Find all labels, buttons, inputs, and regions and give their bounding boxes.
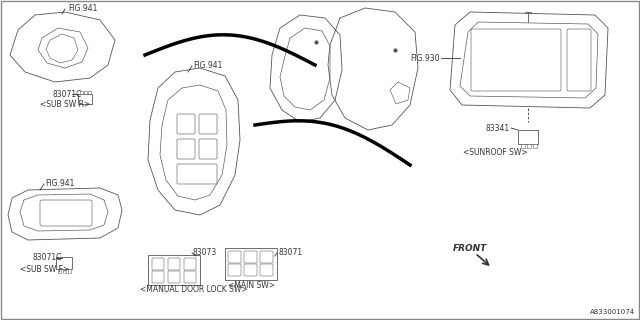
FancyBboxPatch shape <box>184 258 196 270</box>
FancyBboxPatch shape <box>56 257 72 269</box>
FancyBboxPatch shape <box>177 164 217 184</box>
FancyBboxPatch shape <box>199 114 217 134</box>
FancyBboxPatch shape <box>177 139 195 159</box>
Text: FIG.941: FIG.941 <box>193 60 222 69</box>
FancyBboxPatch shape <box>78 94 92 104</box>
FancyBboxPatch shape <box>228 264 241 276</box>
FancyBboxPatch shape <box>228 251 241 263</box>
Bar <box>88 91 91 94</box>
Bar <box>68 269 71 273</box>
Bar <box>148 255 200 285</box>
Bar <box>63 269 66 273</box>
Bar <box>84 91 87 94</box>
FancyBboxPatch shape <box>260 264 273 276</box>
Text: <MAIN SW>: <MAIN SW> <box>228 281 275 290</box>
Text: 83071C: 83071C <box>32 253 61 262</box>
FancyBboxPatch shape <box>168 258 180 270</box>
FancyBboxPatch shape <box>567 29 591 91</box>
Text: 83341: 83341 <box>486 124 510 132</box>
Text: 83073: 83073 <box>192 247 216 257</box>
Bar <box>521 144 525 148</box>
FancyBboxPatch shape <box>260 251 273 263</box>
FancyBboxPatch shape <box>199 139 217 159</box>
FancyBboxPatch shape <box>184 271 196 283</box>
Bar <box>533 144 537 148</box>
Text: FIG.941: FIG.941 <box>68 4 97 12</box>
Text: 83071C: 83071C <box>52 90 81 99</box>
Bar <box>527 144 531 148</box>
Text: FIG.930: FIG.930 <box>410 53 440 62</box>
FancyBboxPatch shape <box>244 251 257 263</box>
FancyBboxPatch shape <box>152 271 164 283</box>
FancyBboxPatch shape <box>471 29 561 91</box>
FancyBboxPatch shape <box>152 258 164 270</box>
FancyBboxPatch shape <box>168 271 180 283</box>
Bar <box>58 269 61 273</box>
Text: <SUB SW F>: <SUB SW F> <box>20 266 69 275</box>
FancyBboxPatch shape <box>244 264 257 276</box>
Text: <MANUAL DOOR LOCK SW>: <MANUAL DOOR LOCK SW> <box>140 285 248 294</box>
Text: FIG.941: FIG.941 <box>45 179 74 188</box>
Text: A833001074: A833001074 <box>590 309 635 315</box>
Bar <box>80 91 83 94</box>
FancyBboxPatch shape <box>518 130 538 144</box>
FancyBboxPatch shape <box>40 200 92 226</box>
Text: <SUB SW R>: <SUB SW R> <box>40 100 90 108</box>
Text: 83071: 83071 <box>278 247 302 257</box>
Bar <box>225 248 277 280</box>
Text: FRONT: FRONT <box>453 244 487 252</box>
FancyBboxPatch shape <box>177 114 195 134</box>
Text: <SUNROOF SW>: <SUNROOF SW> <box>463 148 527 156</box>
